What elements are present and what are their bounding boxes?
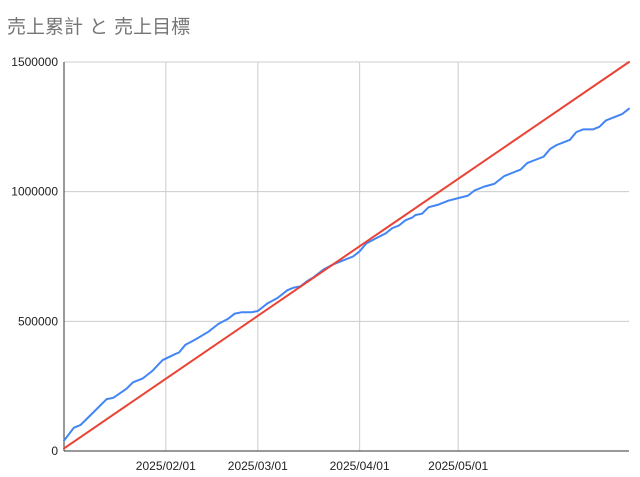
chart-title: 売上累計 と 売上目標	[7, 16, 191, 38]
tick-labels: 0 500000 1000000 1500000 2025/02/01 2025/03/0…	[11, 55, 488, 473]
axis-lines	[63, 62, 629, 452]
y-tick-label: 0	[51, 444, 58, 458]
x-tick-label: 2025/03/01	[228, 459, 288, 473]
series-line-sales-target	[63, 61, 630, 450]
x-tick-label: 2025/02/01	[136, 459, 196, 473]
grid-lines	[64, 61, 629, 451]
x-tick-label: 2025/04/01	[330, 459, 390, 473]
series-lines	[63, 61, 630, 450]
y-tick-label: 1000000	[11, 185, 58, 199]
x-tick-label: 2025/05/01	[428, 459, 488, 473]
series-line-sales-cumulative	[63, 107, 630, 442]
y-tick-label: 1500000	[11, 55, 58, 69]
y-tick-label: 500000	[18, 314, 58, 328]
